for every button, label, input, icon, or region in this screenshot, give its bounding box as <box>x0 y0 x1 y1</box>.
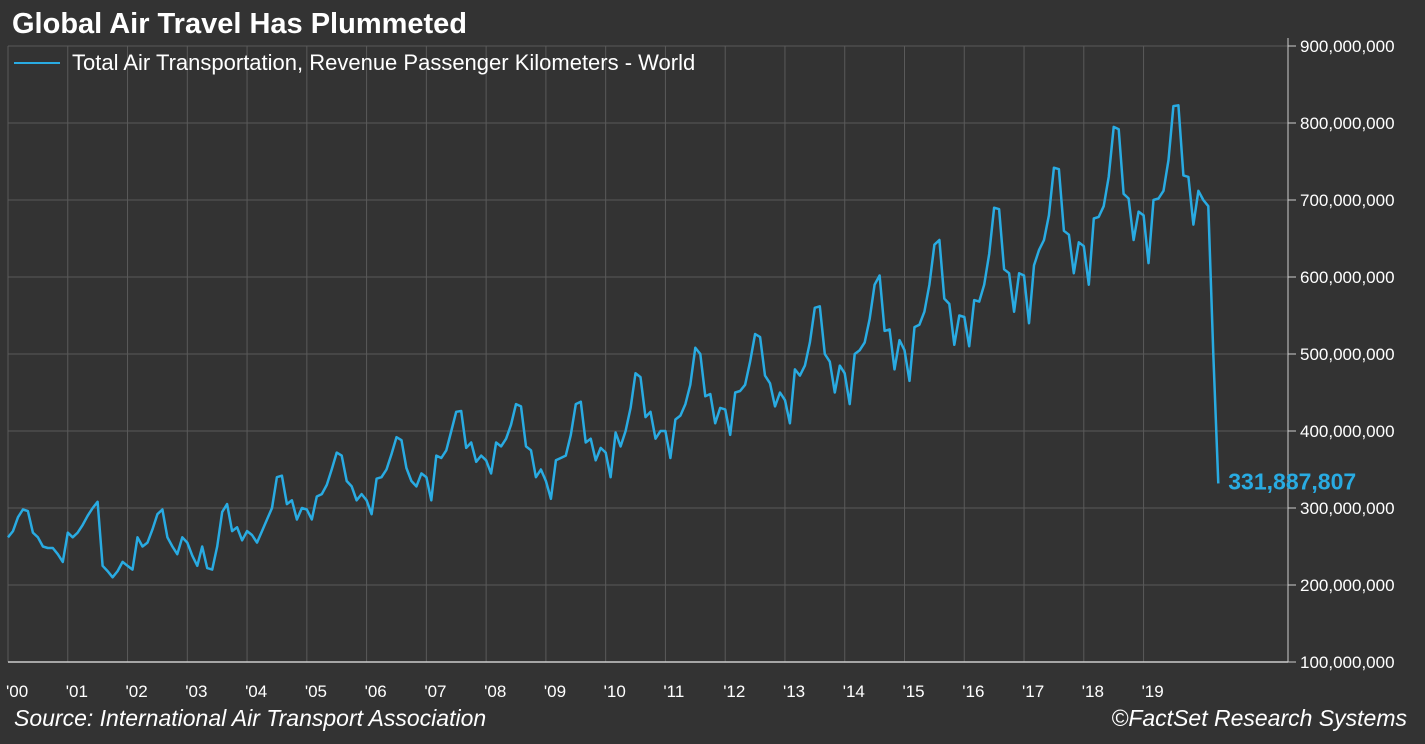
legend-swatch <box>14 62 60 64</box>
y-tick-label: 300,000,000 <box>1300 499 1395 518</box>
x-tick-label: '01 <box>66 682 88 701</box>
x-tick-label: '09 <box>544 682 566 701</box>
x-tick-label: '12 <box>723 682 745 701</box>
x-tick-label: '00 <box>6 682 28 701</box>
y-tick-label: 900,000,000 <box>1300 37 1395 56</box>
x-tick-label: '04 <box>245 682 267 701</box>
series-line <box>7 104 1220 579</box>
x-tick-label: '06 <box>365 682 387 701</box>
x-tick-label: '13 <box>783 682 805 701</box>
x-tick-label: '10 <box>604 682 626 701</box>
y-tick-label: 400,000,000 <box>1300 422 1395 441</box>
end-value-label: 331,887,807 <box>1228 468 1356 494</box>
chart-title: Global Air Travel Has Plummeted <box>12 8 468 40</box>
legend: Total Air Transportation, Revenue Passen… <box>14 50 695 76</box>
x-tick-label: '14 <box>843 682 865 701</box>
x-tick-label: '07 <box>424 682 446 701</box>
x-tick-label: '15 <box>902 682 924 701</box>
x-tick-label: '02 <box>126 682 148 701</box>
y-tick-label: 200,000,000 <box>1300 576 1395 595</box>
y-tick-label: 700,000,000 <box>1300 191 1395 210</box>
x-tick-label: '16 <box>962 682 984 701</box>
source-note: Source: International Air Transport Asso… <box>14 705 487 731</box>
x-tick-label: '08 <box>484 682 506 701</box>
copyright-note: ©FactSet Research Systems <box>1111 705 1407 731</box>
x-tick-label: '19 <box>1142 682 1164 701</box>
x-tick-label: '03 <box>185 682 207 701</box>
y-tick-label: 600,000,000 <box>1300 268 1395 287</box>
x-tick-label: '18 <box>1082 682 1104 701</box>
y-tick-label: 100,000,000 <box>1300 653 1395 672</box>
y-tick-label: 500,000,000 <box>1300 345 1395 364</box>
x-tick-label: '05 <box>305 682 327 701</box>
y-tick-label: 800,000,000 <box>1300 114 1395 133</box>
x-tick-label: '17 <box>1022 682 1044 701</box>
x-tick-label: '11 <box>663 682 684 701</box>
legend-label: Total Air Transportation, Revenue Passen… <box>72 50 696 75</box>
